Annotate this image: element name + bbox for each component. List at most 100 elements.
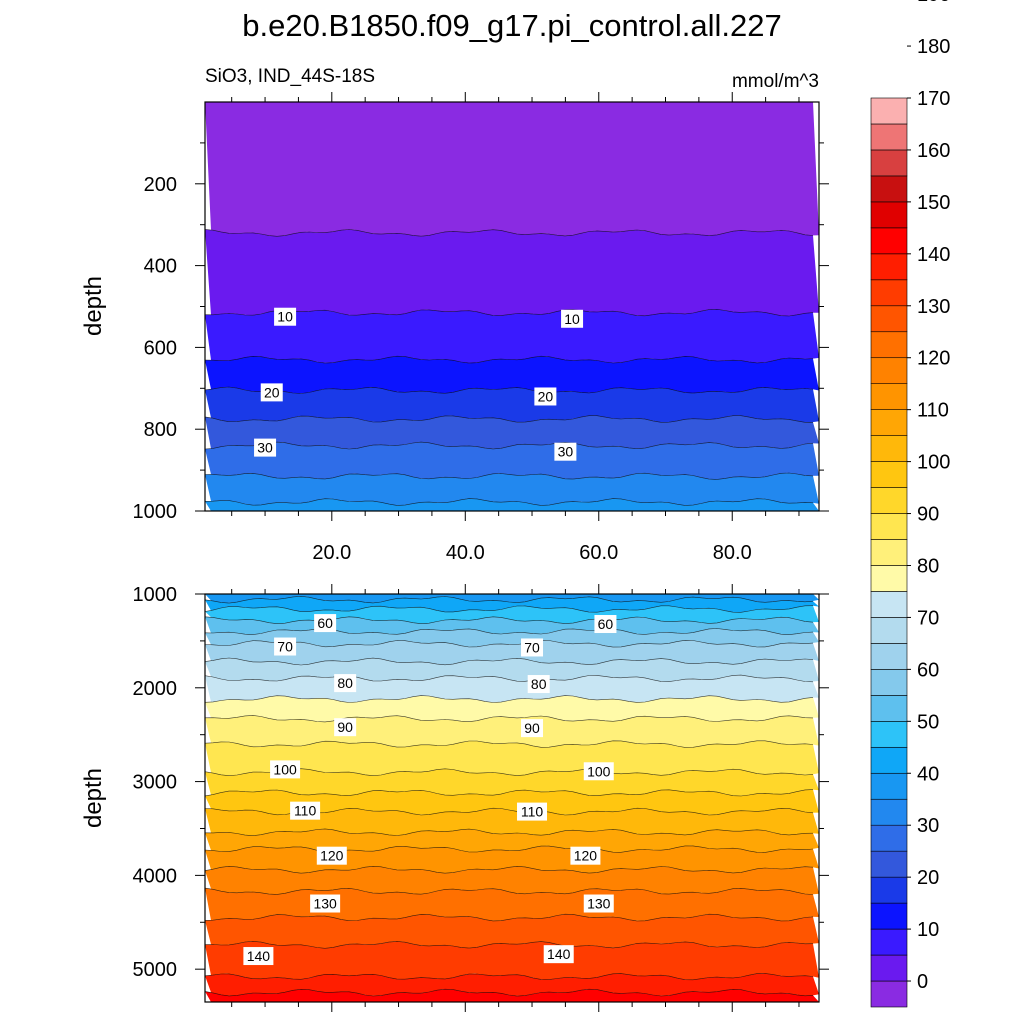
y-tick-label: 2000 xyxy=(133,678,178,700)
svg-text:90: 90 xyxy=(337,719,353,735)
contour-line xyxy=(204,988,814,997)
contour-line-label: 70 xyxy=(521,638,544,657)
contour-band xyxy=(205,941,819,980)
colorbar-swatch xyxy=(870,539,908,566)
contour-line-label: 120 xyxy=(570,846,601,865)
contour-band xyxy=(205,473,819,506)
contour-line xyxy=(204,386,814,394)
contour-line-label: 100 xyxy=(583,762,614,781)
contour-band xyxy=(205,229,819,317)
contour-band xyxy=(205,715,819,748)
colorbar-label: 120 xyxy=(917,348,950,370)
lower-plot-frame xyxy=(204,593,820,1003)
contour-line-label: 80 xyxy=(527,675,550,694)
contour-line-label: 70 xyxy=(274,637,297,656)
contour-line xyxy=(204,355,814,364)
contour-line-label: 110 xyxy=(517,802,548,821)
y-tick-label: 5000 xyxy=(133,959,178,981)
y-tick-label: 4000 xyxy=(133,865,178,887)
contour-line xyxy=(204,498,814,506)
y-tick-label: 600 xyxy=(144,337,177,359)
colorbar-swatch xyxy=(870,928,908,956)
colorbar-label: 40 xyxy=(917,763,939,785)
svg-text:60: 60 xyxy=(317,615,333,631)
contour-band xyxy=(205,866,819,895)
contour-band xyxy=(205,309,819,363)
contour-line xyxy=(204,472,814,480)
colorbar-swatch xyxy=(870,123,908,151)
svg-text:110: 110 xyxy=(294,803,317,819)
colorbar-swatch xyxy=(870,902,908,930)
contour-band xyxy=(205,973,819,996)
colorbar-swatch xyxy=(870,513,908,540)
contour-line-label: 10 xyxy=(274,307,297,326)
contour-band xyxy=(205,387,819,423)
contour-line xyxy=(204,605,814,613)
colorbar-swatch xyxy=(870,746,908,774)
colorbar-swatch xyxy=(870,721,908,748)
colorbar-swatch xyxy=(870,253,908,281)
contour-line xyxy=(204,657,814,666)
contour-line xyxy=(204,628,814,636)
contour-line xyxy=(204,695,814,703)
colorbar-swatch xyxy=(870,149,908,177)
contour-line-label: 120 xyxy=(316,846,347,865)
upper-contour-lines xyxy=(204,229,814,506)
colorbar-swatch xyxy=(870,824,908,852)
contour-line-label: 10 xyxy=(561,309,584,328)
colorbar-label: 130 xyxy=(917,296,950,318)
contour-band xyxy=(205,658,819,682)
contour-band xyxy=(205,616,819,635)
contour-band xyxy=(205,914,819,949)
contour-band xyxy=(205,695,819,722)
colorbar-swatch xyxy=(870,669,908,696)
y-tick-label: 400 xyxy=(144,256,177,278)
colorbar-swatch xyxy=(870,461,908,488)
contour-line xyxy=(204,740,814,748)
upper-y-axis-label: depth xyxy=(80,276,107,336)
colorbar-label: 180 xyxy=(917,36,950,58)
x-tick-label: 60.0 xyxy=(579,542,618,564)
contour-band xyxy=(205,828,819,853)
colorbar-swatch xyxy=(870,227,908,255)
colorbar-swatch xyxy=(870,435,908,462)
colorbar-swatch xyxy=(870,643,908,670)
contour-band xyxy=(205,675,819,703)
svg-text:10: 10 xyxy=(277,309,293,325)
colorbar-swatch xyxy=(870,279,908,307)
lower-contour-fills xyxy=(205,594,819,1002)
y-tick-label: 800 xyxy=(144,419,177,441)
contour-band xyxy=(205,594,819,603)
contour-line-label: 140 xyxy=(243,947,274,966)
colorbar-label: 160 xyxy=(917,140,950,162)
y-tick-label: 1000 xyxy=(133,584,178,606)
svg-text:130: 130 xyxy=(587,896,611,912)
upper-axes: 20.0 40.0 60.0 80.0 200 400 600 800 1000 xyxy=(133,92,829,564)
y-tick-label: 3000 xyxy=(133,772,178,794)
svg-text:30: 30 xyxy=(257,440,273,456)
contour-line xyxy=(204,639,814,648)
colorbar-label: 170 xyxy=(917,88,950,110)
contour-line xyxy=(204,595,814,604)
colorbar-swatch xyxy=(870,409,908,436)
lower-contour-labels: 60 60 70 70 80 80 90 90 100 100 110 110 120 120 130 130… xyxy=(243,614,617,966)
upper-contour-labels: 10 10 20 20 30 30 xyxy=(254,307,584,461)
contour-band xyxy=(205,740,819,776)
svg-text:70: 70 xyxy=(277,639,293,655)
colorbar-label: 190 xyxy=(917,0,950,6)
contour-line xyxy=(204,616,814,625)
colorbar-label: 30 xyxy=(917,815,939,837)
contour-line-label: 90 xyxy=(334,718,357,737)
contour-line-label: 30 xyxy=(254,438,277,457)
contour-line xyxy=(204,789,814,797)
svg-text:20: 20 xyxy=(264,384,280,400)
contour-line xyxy=(204,845,814,853)
svg-text:10: 10 xyxy=(564,311,580,327)
upper-panel: 10 10 20 20 30 30 20.0 40.0 60.0 80.0 200 400 600 80… xyxy=(80,92,829,564)
colorbar-swatch xyxy=(870,591,908,618)
colorbar-swatch xyxy=(870,201,908,229)
lower-contour-lines xyxy=(204,595,814,997)
colorbar-swatch xyxy=(870,798,908,826)
colorbar-swatch xyxy=(870,876,908,904)
